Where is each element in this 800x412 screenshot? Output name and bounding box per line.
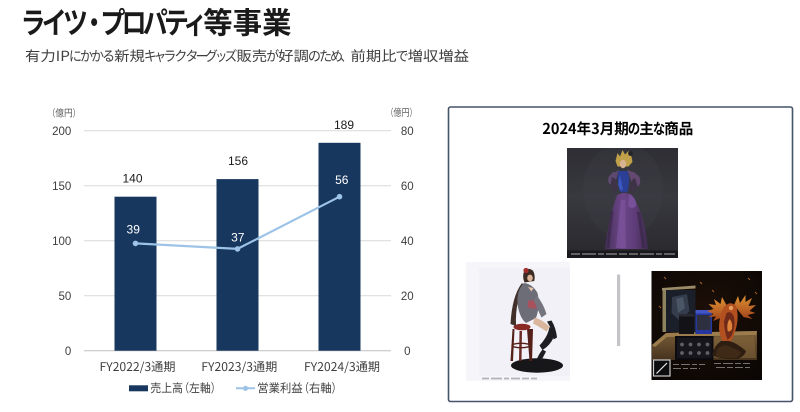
svg-text:40: 40 — [401, 236, 414, 248]
svg-text:80: 80 — [401, 126, 414, 138]
svg-text:0: 0 — [404, 346, 410, 358]
svg-text:50: 50 — [59, 291, 72, 303]
svg-text:0: 0 — [65, 346, 71, 358]
svg-text:200: 200 — [52, 126, 71, 138]
svg-text:156: 156 — [228, 154, 248, 168]
svg-text:189: 189 — [334, 118, 354, 132]
svg-text:60: 60 — [401, 181, 414, 193]
svg-text:37: 37 — [231, 230, 245, 244]
svg-text:100: 100 — [52, 236, 71, 248]
svg-text:150: 150 — [52, 181, 71, 193]
svg-text:140: 140 — [122, 172, 142, 186]
svg-text:20: 20 — [401, 291, 414, 303]
svg-text:56: 56 — [335, 173, 349, 187]
svg-text:39: 39 — [127, 222, 141, 236]
